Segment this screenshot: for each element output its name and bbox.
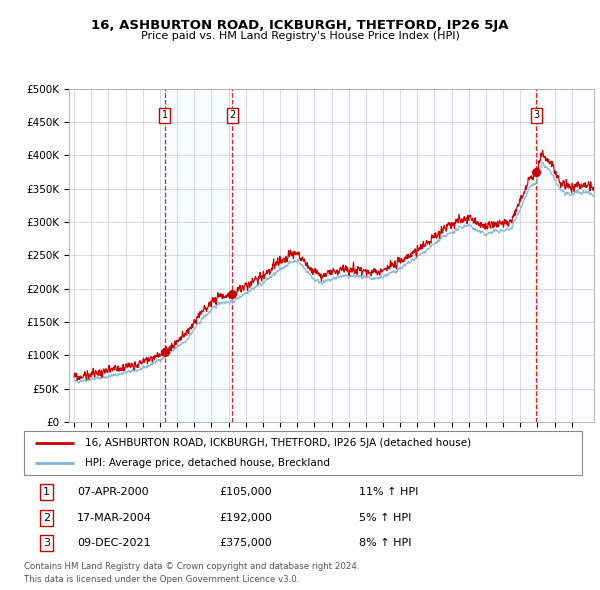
- Text: 2: 2: [229, 110, 235, 120]
- Text: Price paid vs. HM Land Registry's House Price Index (HPI): Price paid vs. HM Land Registry's House …: [140, 31, 460, 41]
- Text: 3: 3: [43, 538, 50, 548]
- Text: £105,000: £105,000: [220, 487, 272, 497]
- Text: 2: 2: [43, 513, 50, 523]
- Text: £192,000: £192,000: [220, 513, 272, 523]
- Text: 09-DEC-2021: 09-DEC-2021: [77, 538, 151, 548]
- Text: 1: 1: [161, 110, 167, 120]
- Text: Contains HM Land Registry data © Crown copyright and database right 2024.: Contains HM Land Registry data © Crown c…: [24, 562, 359, 571]
- Text: 11% ↑ HPI: 11% ↑ HPI: [359, 487, 418, 497]
- Text: 16, ASHBURTON ROAD, ICKBURGH, THETFORD, IP26 5JA (detached house): 16, ASHBURTON ROAD, ICKBURGH, THETFORD, …: [85, 438, 472, 448]
- Text: 8% ↑ HPI: 8% ↑ HPI: [359, 538, 412, 548]
- Text: 16, ASHBURTON ROAD, ICKBURGH, THETFORD, IP26 5JA: 16, ASHBURTON ROAD, ICKBURGH, THETFORD, …: [91, 19, 509, 32]
- Bar: [164, 88, 232, 422]
- Text: £375,000: £375,000: [220, 538, 272, 548]
- Text: 5% ↑ HPI: 5% ↑ HPI: [359, 513, 411, 523]
- Bar: [232, 88, 594, 422]
- Text: HPI: Average price, detached house, Breckland: HPI: Average price, detached house, Brec…: [85, 458, 331, 468]
- Text: 17-MAR-2004: 17-MAR-2004: [77, 513, 152, 523]
- Text: This data is licensed under the Open Government Licence v3.0.: This data is licensed under the Open Gov…: [24, 575, 299, 584]
- Text: 07-APR-2000: 07-APR-2000: [77, 487, 149, 497]
- Text: 1: 1: [43, 487, 50, 497]
- Text: 3: 3: [533, 110, 539, 120]
